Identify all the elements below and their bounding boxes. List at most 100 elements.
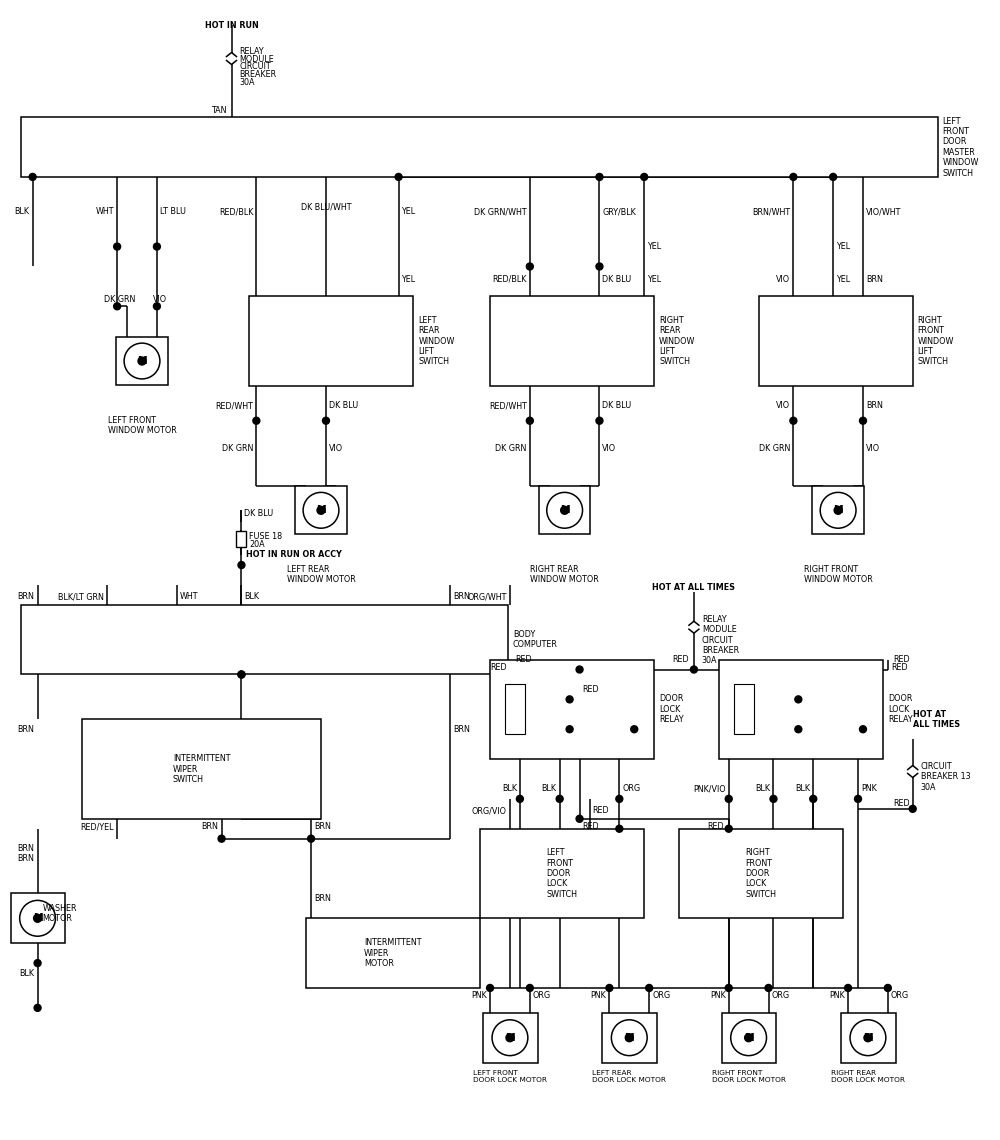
Bar <box>759 296 913 386</box>
Bar <box>679 829 843 919</box>
Circle shape <box>725 796 732 803</box>
Circle shape <box>561 506 569 514</box>
Text: TAN: TAN <box>211 106 227 115</box>
Circle shape <box>153 243 160 250</box>
Text: BODY
COMPUTER: BODY COMPUTER <box>513 630 558 650</box>
Text: BRN: BRN <box>453 725 470 734</box>
Text: VIO: VIO <box>776 275 790 284</box>
Text: DK BLU: DK BLU <box>329 401 358 410</box>
Text: WHT: WHT <box>96 207 114 217</box>
Circle shape <box>34 960 41 967</box>
Bar <box>21 117 938 177</box>
Text: HOT AT ALL TIMES: HOT AT ALL TIMES <box>652 583 735 592</box>
Text: RELAY
MODULE
CIRCUIT
BREAKER
30A: RELAY MODULE CIRCUIT BREAKER 30A <box>702 614 739 666</box>
Text: ORG/WHT: ORG/WHT <box>468 593 507 602</box>
Text: RED: RED <box>893 656 909 665</box>
Text: LEFT FRONT
DOOR LOCK MOTOR: LEFT FRONT DOOR LOCK MOTOR <box>473 1069 547 1083</box>
Text: RED: RED <box>490 663 507 671</box>
Text: BRN: BRN <box>314 894 331 903</box>
Text: PNK: PNK <box>829 992 845 1001</box>
Bar <box>539 487 590 535</box>
Text: LEFT REAR
WINDOW MOTOR: LEFT REAR WINDOW MOTOR <box>287 565 355 585</box>
Circle shape <box>253 417 260 424</box>
Text: DK GRN/WHT: DK GRN/WHT <box>474 207 527 217</box>
Text: PNK: PNK <box>710 992 726 1001</box>
Circle shape <box>884 985 891 992</box>
Text: YEL: YEL <box>402 275 416 284</box>
Text: YEL: YEL <box>836 275 850 284</box>
Text: M: M <box>560 505 569 515</box>
Text: RIGHT REAR
DOOR LOCK MOTOR: RIGHT REAR DOOR LOCK MOTOR <box>831 1069 905 1083</box>
Text: MODULE: MODULE <box>239 55 274 64</box>
Text: ORG: ORG <box>622 784 640 793</box>
Text: LEFT
REAR
WINDOW
LIFT
SWITCH: LEFT REAR WINDOW LIFT SWITCH <box>418 316 455 366</box>
Circle shape <box>317 506 325 514</box>
Text: ORG: ORG <box>533 992 551 1001</box>
Text: VIO: VIO <box>329 445 343 453</box>
Text: ORG/VIO: ORG/VIO <box>472 806 507 815</box>
Text: YEL: YEL <box>836 242 850 251</box>
Text: RED/BLK: RED/BLK <box>492 275 527 284</box>
Text: FUSE 18: FUSE 18 <box>249 531 283 540</box>
Text: M: M <box>863 1033 873 1043</box>
Text: ORG: ORG <box>891 992 909 1001</box>
Text: DK BLU: DK BLU <box>602 401 632 410</box>
Text: DK GRN: DK GRN <box>104 295 136 304</box>
Text: RELAY: RELAY <box>239 47 264 56</box>
Circle shape <box>34 1004 41 1011</box>
Text: BLK: BLK <box>795 784 810 793</box>
Text: M: M <box>744 1033 753 1043</box>
Text: BRN: BRN <box>453 593 470 602</box>
Text: RED/WHT: RED/WHT <box>489 401 527 410</box>
Text: RIGHT FRONT
WINDOW MOTOR: RIGHT FRONT WINDOW MOTOR <box>804 565 872 585</box>
Text: HOT AT
ALL TIMES: HOT AT ALL TIMES <box>913 709 960 728</box>
Text: LEFT
FRONT
DOOR
MASTER
WINDOW
SWITCH: LEFT FRONT DOOR MASTER WINDOW SWITCH <box>943 116 979 178</box>
Text: BRN: BRN <box>202 822 219 831</box>
Text: RED: RED <box>592 806 609 815</box>
Circle shape <box>34 914 42 922</box>
Text: BRN: BRN <box>866 401 883 410</box>
Text: BLK: BLK <box>20 969 35 977</box>
Bar <box>841 1012 896 1062</box>
Text: RED/BLK: RED/BLK <box>219 207 253 217</box>
Text: DK BLU: DK BLU <box>602 275 632 284</box>
Text: PNK: PNK <box>861 784 877 793</box>
Circle shape <box>526 985 533 992</box>
Circle shape <box>790 417 797 424</box>
Text: RED: RED <box>707 822 724 831</box>
Circle shape <box>795 695 802 703</box>
Circle shape <box>859 417 866 424</box>
Circle shape <box>576 815 583 822</box>
Circle shape <box>238 671 245 678</box>
Circle shape <box>395 173 402 180</box>
Circle shape <box>596 173 603 180</box>
Text: RIGHT
REAR
WINDOW
LIFT
SWITCH: RIGHT REAR WINDOW LIFT SWITCH <box>659 316 695 366</box>
Circle shape <box>625 1034 633 1042</box>
Bar <box>11 894 65 943</box>
Bar <box>82 719 321 819</box>
Text: RED: RED <box>583 685 599 694</box>
Circle shape <box>725 985 732 992</box>
Circle shape <box>29 173 36 180</box>
Text: VIO: VIO <box>602 445 617 453</box>
Circle shape <box>616 796 623 803</box>
Text: YEL: YEL <box>647 242 661 251</box>
Text: BRN: BRN <box>18 725 35 734</box>
Text: BRN: BRN <box>866 275 883 284</box>
Bar <box>116 337 168 385</box>
Text: ORG: ORG <box>652 992 670 1001</box>
Text: M: M <box>33 913 42 923</box>
Text: LEFT REAR
DOOR LOCK MOTOR: LEFT REAR DOOR LOCK MOTOR <box>592 1069 666 1083</box>
Text: BLK: BLK <box>15 207 30 217</box>
Text: YEL: YEL <box>647 275 661 284</box>
Circle shape <box>516 796 523 803</box>
Circle shape <box>238 562 245 569</box>
Text: BLK: BLK <box>244 593 259 602</box>
Text: BLK: BLK <box>755 784 770 793</box>
Text: GRY/BLK: GRY/BLK <box>602 207 636 217</box>
Bar <box>21 605 508 675</box>
Text: M: M <box>316 505 326 515</box>
Text: LT BLU: LT BLU <box>160 207 186 217</box>
Text: BRN: BRN <box>18 854 35 863</box>
Text: RIGHT REAR
WINDOW MOTOR: RIGHT REAR WINDOW MOTOR <box>530 565 599 585</box>
